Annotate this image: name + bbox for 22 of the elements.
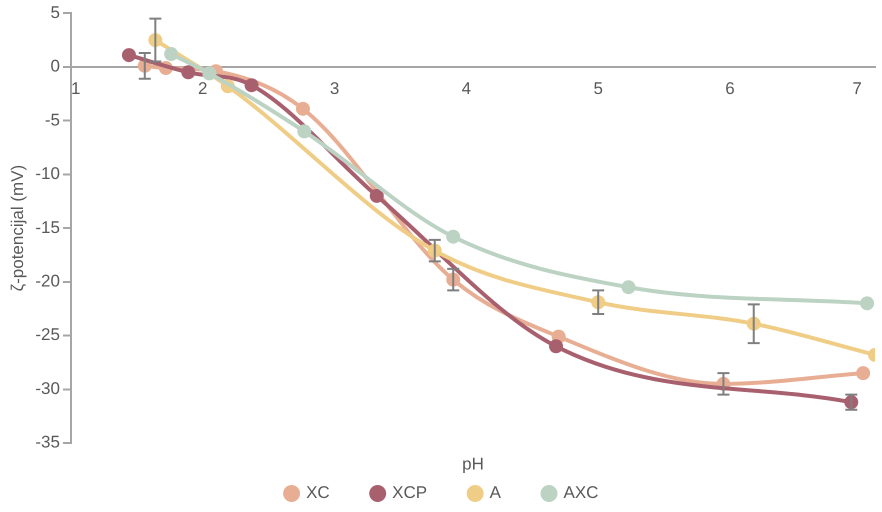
y-tick-label: -35 <box>35 432 60 452</box>
x-tick-label: 1 <box>70 78 80 98</box>
y-tick-label: -20 <box>35 272 60 291</box>
x-tick-label: 2 <box>198 78 208 98</box>
x-tick-label: 4 <box>462 78 472 98</box>
y-tick-label: -5 <box>44 110 60 130</box>
legend-label: XCP <box>392 483 428 502</box>
y-tick-label: 0 <box>50 56 60 76</box>
legend-label: A <box>490 483 502 502</box>
y-tick-label: -15 <box>35 218 60 237</box>
legend-label: AXC <box>563 483 598 502</box>
x-tick-label: 7 <box>852 78 862 98</box>
y-tick-label: -30 <box>35 378 60 398</box>
y-tick-label: -25 <box>35 325 60 344</box>
legend-label: XC <box>306 483 330 502</box>
y-tick-label: 5 <box>50 2 60 22</box>
y-axis-title: ζ-potencijal (mV) <box>8 164 27 292</box>
x-tick-label: 6 <box>725 78 735 98</box>
x-tick-label: 5 <box>593 78 603 98</box>
y-tick-label: -10 <box>35 164 60 184</box>
x-tick-label: 3 <box>330 78 340 98</box>
x-axis-title: pH <box>462 454 484 474</box>
